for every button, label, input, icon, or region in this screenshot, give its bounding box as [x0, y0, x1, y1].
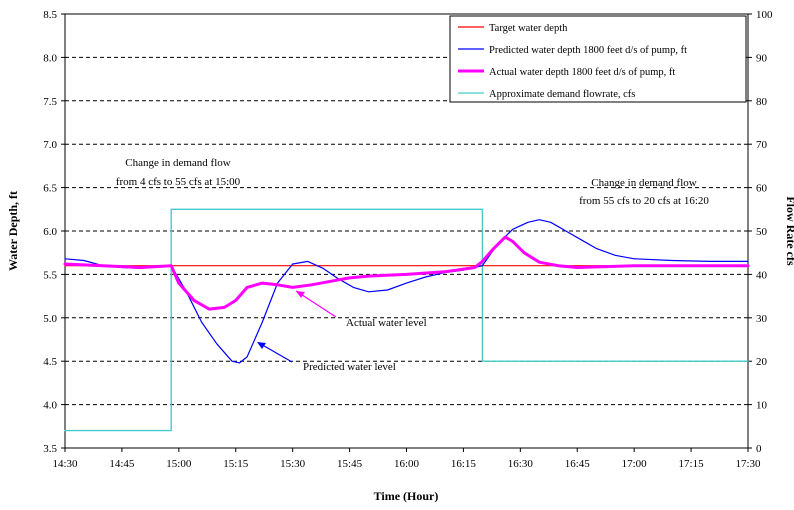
- annotation-demand-change-1-line1: Change in demand flow: [125, 157, 230, 169]
- x-tick-label-0: 14:30: [52, 458, 78, 470]
- y-right-tick-label-8: 80: [756, 96, 768, 108]
- series-layer: [63, 208, 750, 432]
- y-right-tick-label-1: 10: [756, 400, 768, 412]
- y-right-tick-label-7: 70: [756, 139, 768, 151]
- x-tick-label-4: 15:30: [280, 458, 306, 470]
- legend-label-actual: Actual water depth 1800 feet d/s of pump…: [489, 67, 675, 78]
- x-tick-label-8: 16:30: [508, 458, 534, 470]
- x-tick-label-9: 16:45: [565, 458, 591, 470]
- legend-label-flowrate: Approximate demand flowrate, cfs: [489, 89, 635, 100]
- y-right-tick-label-0: 0: [756, 443, 762, 455]
- y-axis-right-title: Flow Rate cfs: [784, 196, 794, 266]
- x-tick-label-6: 16:00: [394, 458, 420, 470]
- legend-label-target: Target water depth: [489, 23, 568, 34]
- annotation-actual-water-level: Actual water level: [346, 317, 427, 329]
- y-left-tick-label-6: 6.5: [43, 183, 57, 195]
- x-tick-label-1: 14:45: [109, 458, 135, 470]
- x-tick-label-12: 17:30: [735, 458, 761, 470]
- y-right-tick-label-6: 60: [756, 183, 768, 195]
- predicted-level-arrowhead: [257, 342, 266, 349]
- y-left-tick-label-7: 7.0: [43, 139, 57, 151]
- y-left-tick-label-2: 4.5: [43, 356, 57, 368]
- y-right-tick-label-4: 40: [756, 269, 768, 281]
- actual-depth-line: [63, 235, 750, 311]
- actual-level-arrowhead: [296, 291, 305, 298]
- x-tick-label-7: 16:15: [451, 458, 477, 470]
- y-left-tick-label-0: 3.5: [43, 443, 57, 455]
- y-left-tick-label-4: 5.5: [43, 269, 57, 281]
- y-left-tick-label-10: 8.5: [43, 9, 57, 21]
- y-left-tick-label-9: 8.0: [43, 52, 57, 64]
- legend: Target water depth Predicted water depth…: [449, 15, 747, 103]
- x-axis-title: Time (Hour): [374, 489, 439, 503]
- y-right-tick-label-2: 20: [756, 356, 768, 368]
- demand-flowrate-line: [64, 208, 749, 432]
- y-axis-left-title: Water Depth, ft: [6, 191, 20, 271]
- x-tick-label-3: 15:15: [223, 458, 249, 470]
- x-tick-label-2: 15:00: [166, 458, 192, 470]
- x-tick-label-10: 17:00: [622, 458, 648, 470]
- x-axis-ticks: 14:30 14:45 15:00 15:15 15:30 15:45 16:00 16:15…: [52, 448, 761, 470]
- y-left-tick-label-5: 6.0: [43, 226, 57, 238]
- annotation-demand-change-1-line2: from 4 cfs to 55 cfs at 15:00: [116, 176, 241, 188]
- predicted-level-arrow: [258, 342, 293, 363]
- y-axis-left-ticks: 3.5 4.0 4.5 5.0 5.5 6.0 6.5 7.0 7.5 8.0 8.5: [43, 9, 65, 455]
- annotation-predicted-water-level: Predicted water level: [303, 361, 396, 373]
- predicted-depth-line: [64, 219, 749, 364]
- annotation-demand-change-2-line2: from 55 cfs to 20 cfs at 16:20: [579, 195, 709, 207]
- x-tick-label-5: 15:45: [337, 458, 363, 470]
- y-left-tick-label-1: 4.0: [43, 400, 57, 412]
- y-right-tick-label-9: 90: [756, 52, 768, 64]
- y-left-tick-label-8: 7.5: [43, 96, 57, 108]
- x-tick-label-11: 17:15: [679, 458, 705, 470]
- legend-box: [449, 15, 747, 103]
- y-right-tick-label-5: 50: [756, 226, 768, 238]
- y-left-tick-label-3: 5.0: [43, 313, 57, 325]
- y-axis-right-ticks: 0 10 20 30 40 50 60 70 80 90 100: [748, 9, 773, 455]
- annotation-arrows: [257, 290, 337, 363]
- y-right-tick-label-3: 30: [756, 313, 768, 325]
- annotation-demand-change-2-line1: Change in demand flow: [591, 177, 696, 189]
- legend-label-predicted: Predicted water depth 1800 feet d/s of p…: [489, 45, 687, 56]
- y-right-tick-label-10: 100: [756, 9, 773, 21]
